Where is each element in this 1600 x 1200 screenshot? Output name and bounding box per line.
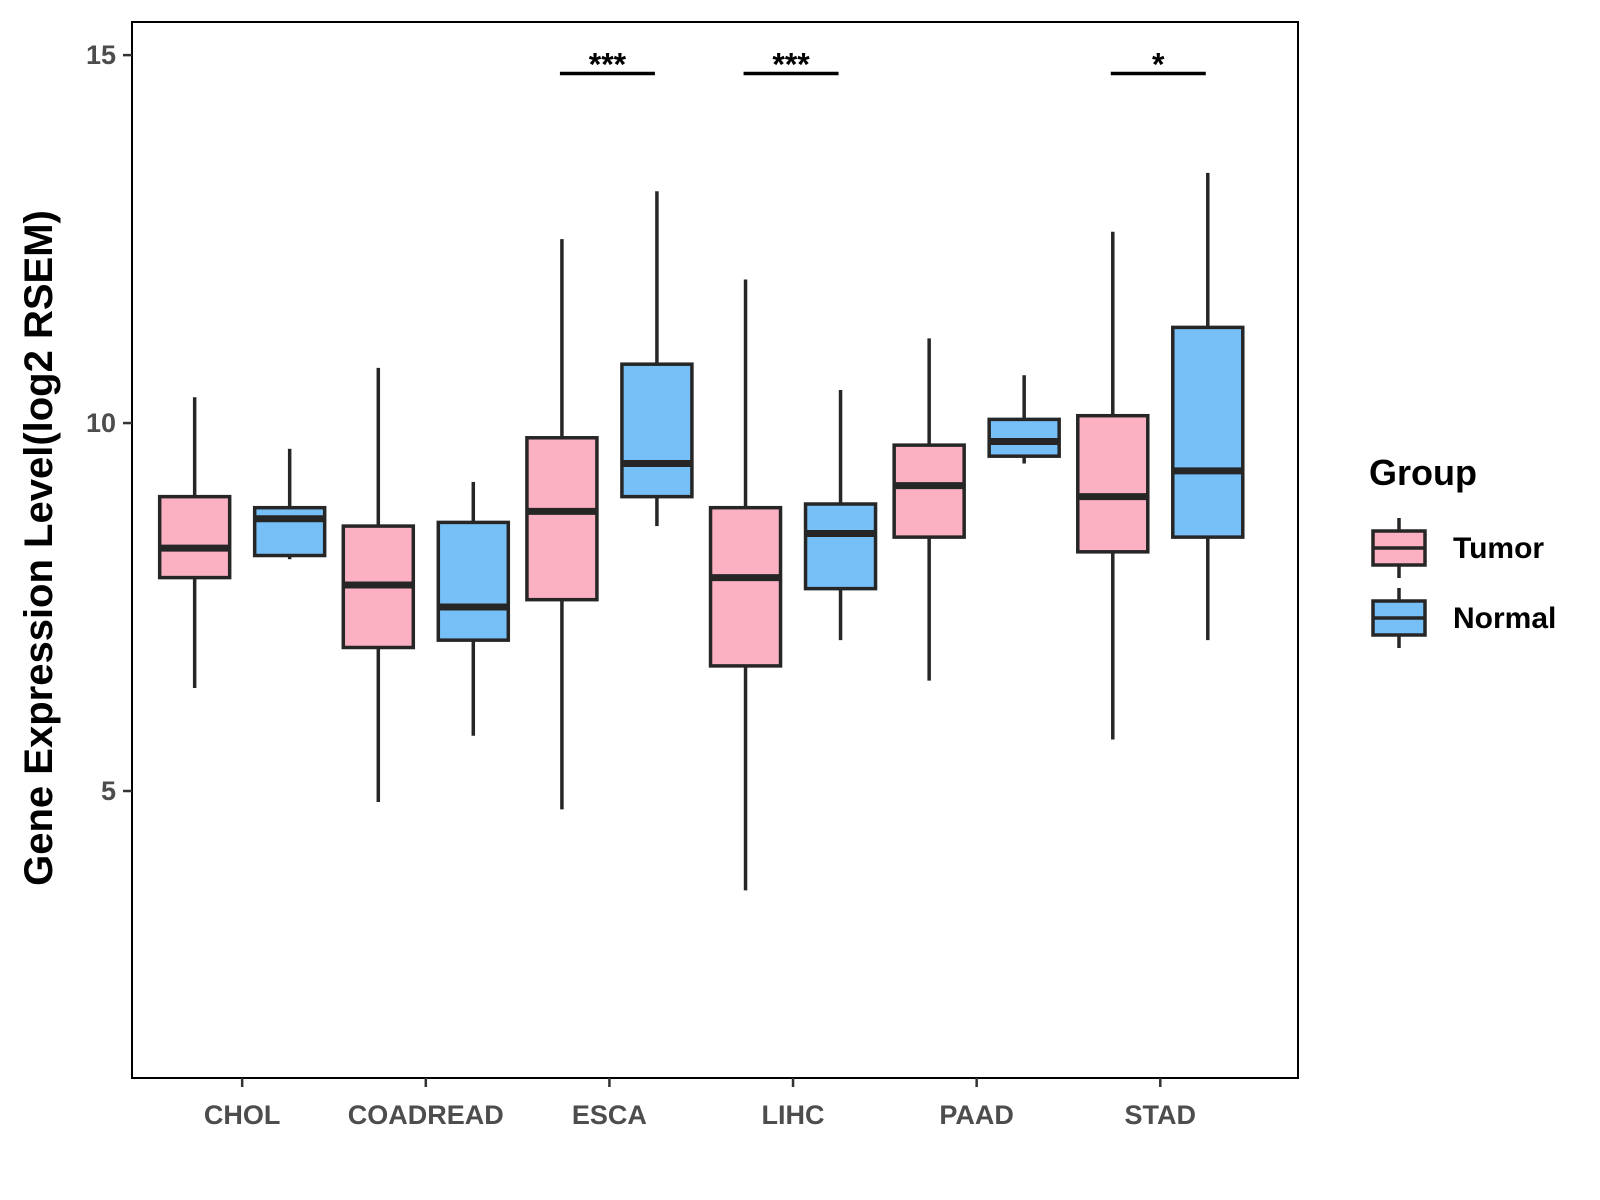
box-normal-coadread bbox=[436, 481, 511, 736]
legend-label: Normal bbox=[1453, 602, 1556, 635]
significance-label: * bbox=[1152, 47, 1165, 83]
box-tumor-stad bbox=[1076, 231, 1150, 740]
box-body bbox=[708, 505, 783, 668]
box-tumor-coadread bbox=[341, 367, 416, 803]
x-tick-label: COADREAD bbox=[348, 1100, 504, 1130]
x-tick-label: PAAD bbox=[939, 1100, 1014, 1130]
box-normal-stad bbox=[1171, 172, 1245, 641]
box-body bbox=[1171, 325, 1245, 539]
box-tumor-paad bbox=[892, 338, 966, 681]
box-body bbox=[803, 502, 878, 591]
significance-label: *** bbox=[772, 47, 810, 83]
box-tumor-chol bbox=[157, 397, 232, 688]
box-normal-chol bbox=[252, 448, 327, 560]
legend-title: Group bbox=[1369, 452, 1477, 493]
y-tick-label: 10 bbox=[86, 408, 116, 438]
plot-panel-border bbox=[131, 21, 1299, 1079]
legend-label: Tumor bbox=[1453, 532, 1544, 565]
legend: Group Tumor Normal bbox=[1369, 452, 1556, 648]
box-body bbox=[252, 505, 327, 558]
box-body bbox=[987, 417, 1061, 458]
legend-entry-tumor: Tumor bbox=[1371, 518, 1544, 578]
box-body bbox=[620, 362, 694, 499]
legend-entry-normal: Normal bbox=[1371, 588, 1556, 648]
box-body bbox=[1076, 413, 1150, 554]
x-tick-label: STAD bbox=[1125, 1100, 1197, 1130]
box-body bbox=[892, 443, 966, 539]
box-normal-paad bbox=[987, 375, 1061, 464]
box-normal-esca bbox=[620, 191, 694, 527]
significance-label: *** bbox=[589, 47, 627, 83]
box-body bbox=[157, 494, 232, 580]
x-tick-label: ESCA bbox=[572, 1100, 647, 1130]
box-tumor-esca bbox=[525, 239, 599, 810]
y-axis-label: Gene Expression Level(log2 RSEM) bbox=[17, 210, 61, 886]
y-tick-label: 5 bbox=[101, 776, 116, 806]
x-tick-label: CHOL bbox=[204, 1100, 281, 1130]
y-tick-label: 15 bbox=[86, 40, 116, 70]
box-body bbox=[525, 436, 599, 602]
x-tick-label: LIHC bbox=[762, 1100, 825, 1130]
box-normal-lihc bbox=[803, 389, 878, 641]
box-tumor-lihc bbox=[708, 279, 783, 891]
box-body bbox=[436, 520, 511, 642]
